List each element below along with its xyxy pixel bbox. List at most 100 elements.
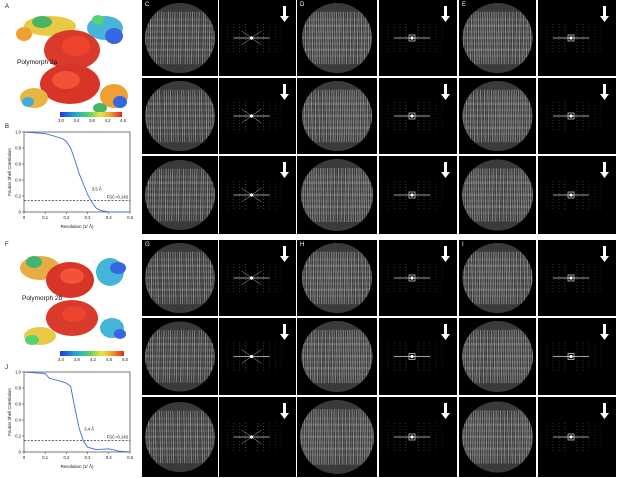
- resolution-annotation: 3.4 Å: [84, 427, 94, 432]
- power-spectrum-image: [219, 397, 296, 477]
- y-tick-label: 0.8: [15, 146, 21, 151]
- y-axis-label: Fourier Shell Correlation: [7, 148, 12, 196]
- power-spectrum-image: [379, 156, 457, 234]
- colorbar-tick: 4.2: [104, 118, 111, 123]
- power-spectrum-image: [538, 0, 616, 76]
- colorbar-tick: 3.8: [89, 118, 95, 123]
- fft-pattern: [381, 84, 450, 130]
- panel-label-j: J: [5, 365, 8, 371]
- density-map-polymorph-2b: [20, 256, 126, 345]
- x-tick-label: 0.2: [63, 215, 69, 220]
- class-average-image: G: [142, 240, 218, 316]
- panel-label-c: C: [145, 2, 150, 8]
- class-average-image: [297, 397, 377, 477]
- filament-projection: [302, 81, 372, 151]
- fsc-curve: [23, 371, 131, 453]
- y-tick-label: 0.2: [15, 434, 21, 439]
- filament-projection: [462, 401, 533, 473]
- panel-label-h: H: [300, 242, 305, 248]
- down-arrow-icon: [441, 162, 450, 178]
- down-arrow-icon: [280, 246, 289, 262]
- down-arrow-icon: [441, 246, 450, 262]
- down-arrow-icon: [280, 403, 289, 419]
- down-arrow-icon: [441, 403, 450, 419]
- x-tick-label: 0.3: [85, 455, 91, 460]
- threshold-label: FSC=0.143: [107, 435, 129, 440]
- fft-pattern: [540, 246, 609, 292]
- colorbar-tick: 4.6: [120, 118, 126, 123]
- filament-projection: [462, 243, 533, 313]
- filament-projection: [300, 400, 374, 474]
- class-average-image: [297, 318, 377, 395]
- colorbar-2b-ticks: 3.4 3.8 4.2 4.6 5.0: [58, 357, 128, 362]
- class-average-image: [297, 78, 377, 154]
- x-tick-label: 0.1: [42, 215, 48, 220]
- fft-pattern: [540, 84, 609, 130]
- x-tick-label: 0.4: [106, 215, 112, 220]
- class-average-image: E: [459, 0, 536, 76]
- panel-label-i: I: [462, 242, 464, 248]
- filament-projection: [462, 81, 533, 151]
- y-tick-label: 0: [19, 210, 22, 215]
- colorbar-tick: 3.0: [58, 118, 64, 123]
- panel-label-a: A: [5, 4, 10, 10]
- colorbar-tick: 4.2: [90, 357, 96, 362]
- panel-label-g: G: [145, 242, 150, 248]
- power-spectrum-image: [538, 156, 616, 234]
- fft-pattern: [540, 6, 609, 52]
- filament-projection: [302, 3, 372, 73]
- down-arrow-icon: [600, 403, 609, 419]
- fsc-plot-2a: 0 0.2 0.4 0.6 0.8 1.0 0 0.1 0.2 0.3 0.4 0.5 Resoluti…: [7, 130, 134, 230]
- fft-pattern: [381, 324, 450, 371]
- x-tick-label: 0.1: [42, 455, 48, 460]
- fft-pattern: [221, 246, 289, 292]
- colorbar-tick: 3.8: [74, 357, 80, 362]
- x-tick-label: 0.5: [127, 455, 133, 460]
- down-arrow-icon: [441, 324, 450, 340]
- class-average-image: [142, 318, 218, 395]
- fft-pattern: [221, 324, 289, 371]
- class-average-image: [142, 397, 218, 477]
- y-tick-label: 0.4: [15, 178, 21, 183]
- class-average-image: [297, 156, 377, 234]
- down-arrow-icon: [600, 246, 609, 262]
- x-tick-label: 0.4: [106, 455, 112, 460]
- x-axis-label: Resolution (1/ Å): [61, 224, 94, 229]
- power-spectrum-image: [219, 78, 296, 154]
- class-average-image: I: [459, 240, 536, 316]
- fft-pattern: [221, 162, 289, 209]
- class-average-image: D: [297, 0, 377, 76]
- fft-pattern: [221, 403, 289, 451]
- polymorph-2a-title: Polymorph 2a: [17, 59, 58, 66]
- fft-pattern: [381, 403, 450, 451]
- colorbar-2a: [60, 112, 122, 117]
- class-average-image: [459, 397, 536, 477]
- down-arrow-icon: [600, 324, 609, 340]
- power-spectrum-image: [379, 397, 457, 477]
- panel-label-f: F: [5, 242, 9, 248]
- fft-pattern: [540, 162, 609, 209]
- panel-label-b: B: [5, 124, 10, 130]
- power-spectrum-image: [379, 78, 457, 154]
- polymorph-2b-title: Polymorph 2b: [22, 295, 63, 302]
- class-average-image: H: [297, 240, 377, 316]
- power-spectrum-image: [379, 0, 457, 76]
- filament-projection: [145, 3, 215, 73]
- x-axis-label: Resolution (1/ Å): [61, 464, 94, 469]
- x-tick-label: 0.5: [127, 215, 133, 220]
- down-arrow-icon: [600, 6, 609, 22]
- down-arrow-icon: [280, 162, 289, 178]
- power-spectrum-image: [538, 240, 616, 316]
- filament-projection: [301, 321, 373, 392]
- x-tick-label: 0: [23, 455, 26, 460]
- plot-frame: [23, 131, 131, 213]
- filament-projection: [145, 402, 215, 472]
- power-spectrum-image: [538, 397, 616, 477]
- colorbar-tick: 3.4: [73, 118, 80, 123]
- panel-label-e: E: [462, 2, 467, 8]
- down-arrow-icon: [280, 6, 289, 22]
- y-axis-label: Fourier Shell Correlation: [7, 388, 12, 436]
- colorbar-tick: 4.6: [106, 357, 112, 362]
- colorbar-tick: 5.0: [122, 357, 128, 362]
- panel-label-d: D: [300, 2, 305, 8]
